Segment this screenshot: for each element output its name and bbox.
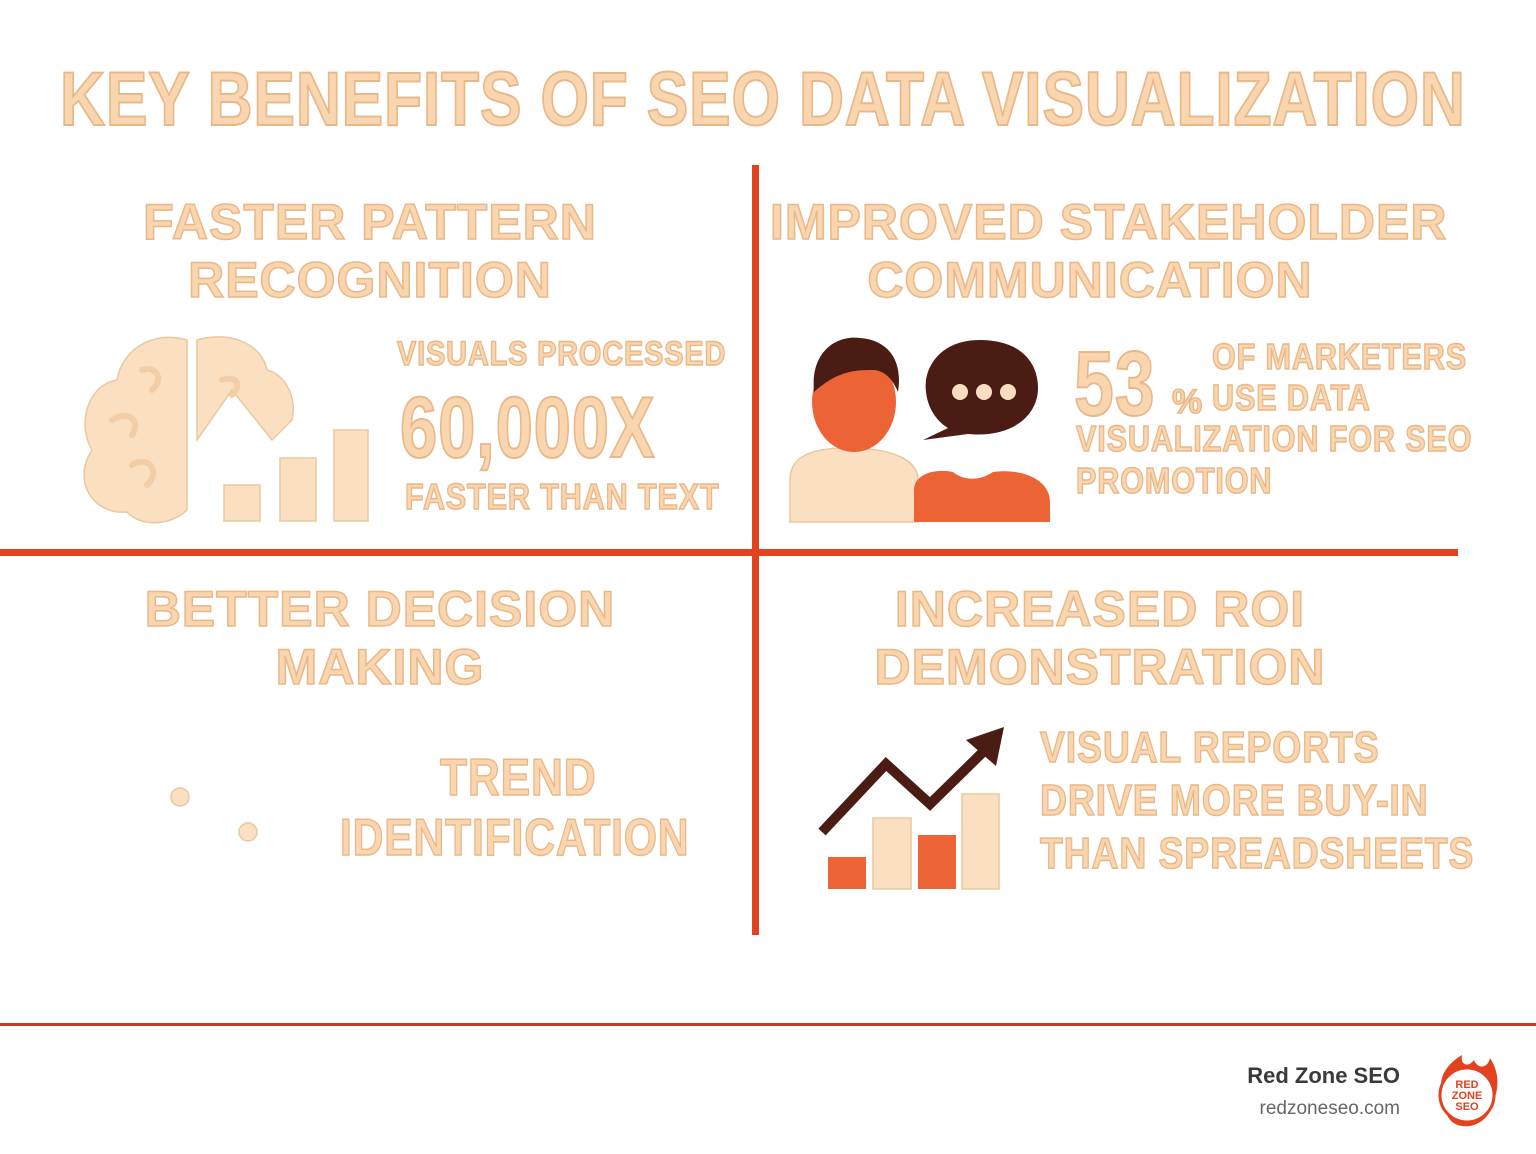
people-speech-icon bbox=[789, 337, 1050, 523]
stat-label: VISUAL REPORTS bbox=[1039, 722, 1380, 773]
stat-label: THAN SPREADSHEETS bbox=[1039, 828, 1475, 879]
heading-line: RECOGNITION bbox=[187, 251, 552, 309]
panel-heading: INCREASED ROI DEMONSTRATION bbox=[790, 580, 1410, 696]
svg-text:ZONE: ZONE bbox=[1452, 1090, 1483, 1102]
stat-label: VISUALIZATION FOR SEO bbox=[1075, 417, 1473, 460]
heading-line: DEMONSTRATION bbox=[874, 638, 1326, 696]
stat-label: PROMOTION bbox=[1075, 459, 1273, 502]
stat-number: 53 bbox=[1073, 332, 1156, 436]
heading-line: BETTER DECISION bbox=[144, 580, 616, 638]
stat-percent: % bbox=[1171, 382, 1204, 422]
page-title: KEY BENEFITS OF SEO DATA VISUALIZATION bbox=[59, 56, 1466, 143]
stat-label: USE DATA bbox=[1211, 376, 1371, 419]
panel-heading: IMPROVED STAKEHOLDER COMMUNICATION bbox=[769, 193, 1448, 309]
heading-line: FASTER PATTERN bbox=[142, 193, 597, 251]
stat-label: VISUALS PROCESSED bbox=[396, 334, 727, 374]
stat-label: OF MARKETERS bbox=[1211, 335, 1467, 378]
panel-heading: FASTER PATTERN RECOGNITION bbox=[60, 193, 680, 309]
svg-text:SEO: SEO bbox=[1455, 1101, 1479, 1113]
stat-label: DRIVE MORE BUY-IN bbox=[1039, 775, 1429, 826]
svg-text:RED: RED bbox=[1455, 1079, 1478, 1091]
flame-logo-icon: RED ZONE SEO bbox=[1438, 1055, 1498, 1127]
heading-line: IMPROVED STAKEHOLDER bbox=[769, 193, 1448, 251]
heading-line: INCREASED ROI bbox=[894, 580, 1306, 638]
brain-chart-icon bbox=[83, 336, 369, 524]
heading-line: MAKING bbox=[275, 638, 485, 696]
stat-label: FASTER THAN TEXT bbox=[404, 475, 720, 518]
growth-chart-icon bbox=[818, 727, 1004, 890]
horizontal-divider bbox=[0, 549, 1458, 556]
stat-label: TREND bbox=[439, 748, 597, 808]
dots-icon bbox=[170, 787, 258, 842]
footer-divider bbox=[0, 1023, 1536, 1026]
stat-label: IDENTIFICATION bbox=[339, 808, 690, 868]
stat-value: 60,000x bbox=[399, 379, 656, 477]
panel-heading: BETTER DECISION MAKING bbox=[70, 580, 690, 696]
brand-name: Red Zone SEO bbox=[1247, 1063, 1400, 1088]
heading-line: COMMUNICATION bbox=[867, 251, 1313, 309]
brand-url: redzoneseo.com bbox=[1259, 1098, 1400, 1119]
